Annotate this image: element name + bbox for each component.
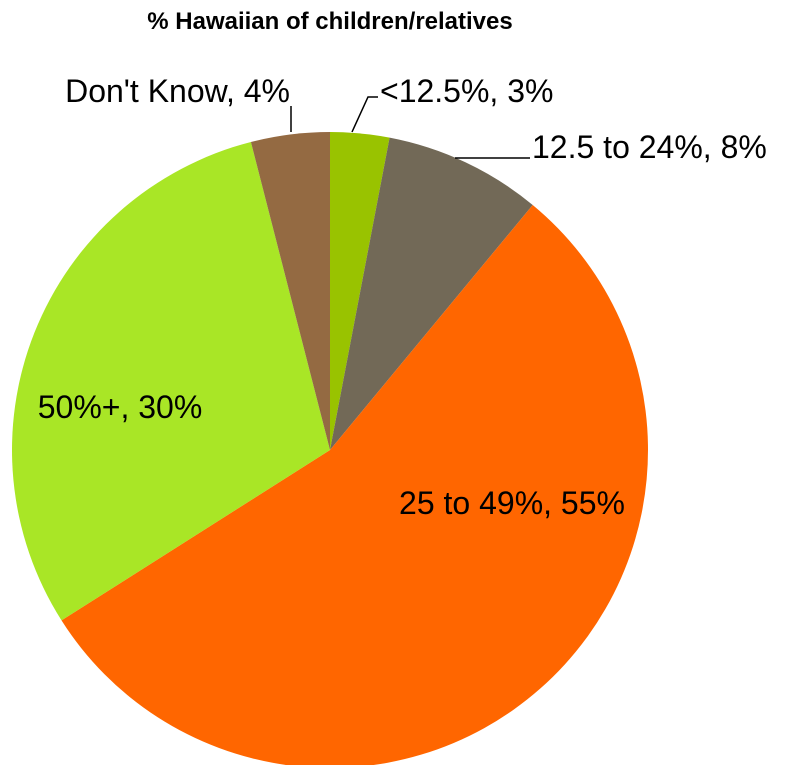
slice-data-label: 25 to 49%, 55% [399,485,625,521]
pie-slice [61,204,648,765]
slice-data-label: 50%+, 30% [38,389,203,425]
slice-data-label: Don't Know, 4% [65,73,290,109]
pie-slice [250,132,330,450]
slice-data-label: 12.5 to 24%, 8% [532,129,767,165]
slice-data-label: <12.5%, 3% [380,73,553,109]
chart-title: % Hawaiian of children/relatives [147,8,513,35]
pie-slice [11,141,330,621]
leader-line [351,96,378,133]
pie-slice [330,137,533,450]
pie-slice [330,132,390,450]
